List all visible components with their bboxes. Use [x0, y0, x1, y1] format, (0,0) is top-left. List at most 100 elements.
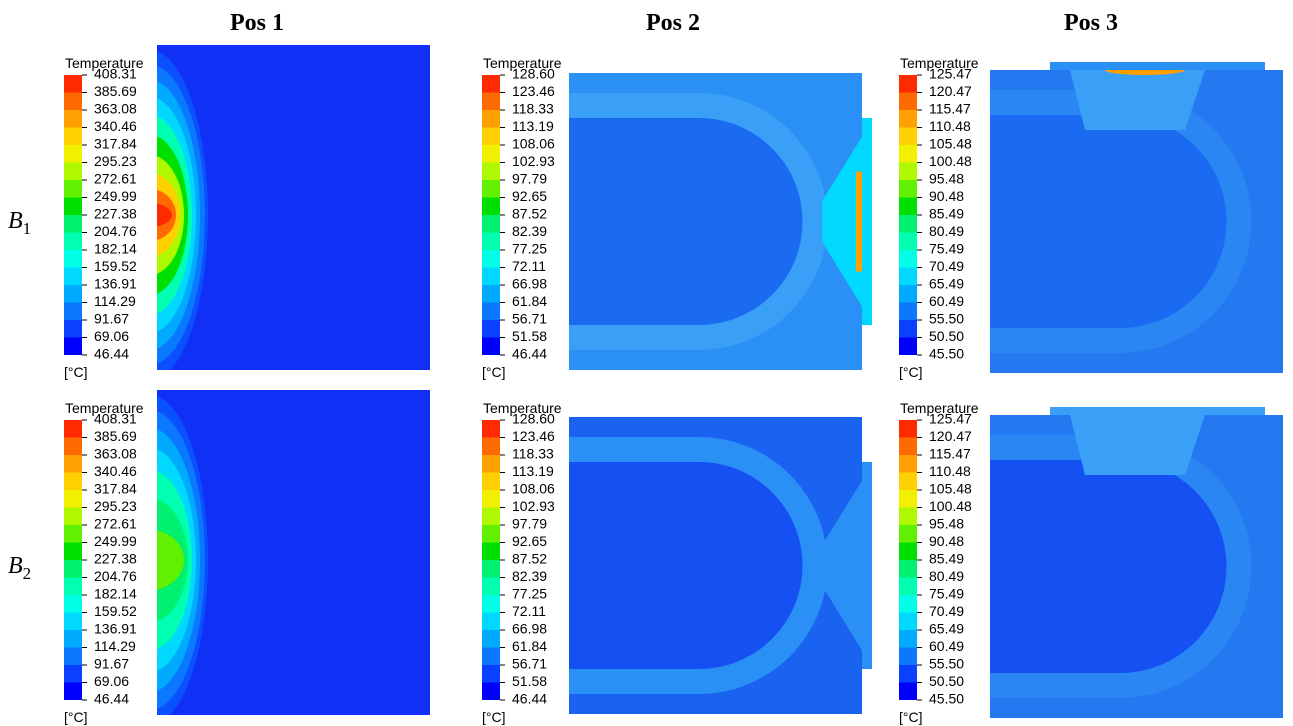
legend-band [899, 665, 917, 683]
legend-band [482, 472, 500, 490]
legend-band [899, 472, 917, 490]
legend-label: 120.47 [929, 428, 972, 444]
legend-band [899, 630, 917, 648]
legend-label: 159.52 [94, 258, 137, 274]
legend-label: 115.47 [929, 446, 971, 462]
legend-label: 249.99 [94, 533, 137, 549]
legend-band [482, 542, 500, 560]
legend-band [482, 682, 500, 700]
legend-label: 87.52 [512, 551, 547, 567]
legend-band [482, 180, 500, 198]
legend-band [64, 162, 82, 180]
legend-label: 227.38 [94, 206, 137, 222]
legend-label: 61.84 [512, 638, 547, 654]
legend-band [64, 525, 82, 543]
legend-label: 120.47 [929, 83, 972, 99]
legend-band [899, 490, 917, 508]
legend-label: 77.25 [512, 241, 547, 257]
legend-label: 46.44 [512, 691, 547, 707]
legend-band [899, 612, 917, 630]
legend-band [899, 250, 917, 268]
legend-band [64, 267, 82, 285]
legend-label: 114.29 [94, 293, 136, 309]
legend-band [482, 437, 500, 455]
legend-band [899, 595, 917, 613]
legend-label: 51.58 [512, 328, 547, 344]
legend-label: 317.84 [94, 481, 137, 497]
legend-band [482, 612, 500, 630]
legend-label: 125.47 [929, 411, 972, 427]
legend-band [482, 560, 500, 578]
legend-label: 95.48 [929, 171, 964, 187]
legend-band [64, 647, 82, 665]
legend-label: 295.23 [94, 498, 137, 514]
legend-band [482, 595, 500, 613]
legend-band [64, 472, 82, 490]
legend-label: 272.61 [94, 171, 137, 187]
legend-band [482, 420, 500, 438]
legend-band [899, 232, 917, 250]
legend-band [482, 320, 500, 338]
legend-label: 408.31 [94, 66, 137, 82]
legend-label: 46.44 [512, 346, 547, 362]
legend-label: 91.67 [94, 311, 129, 327]
legend-band [64, 145, 82, 163]
top-step [1050, 62, 1265, 70]
legend-band [482, 665, 500, 683]
column-header: Pos 3 [1064, 10, 1118, 36]
legend-label: 123.46 [512, 428, 555, 444]
legend-label: 128.60 [512, 411, 555, 427]
legend-band [64, 75, 82, 93]
legend-label: 136.91 [94, 276, 137, 292]
hot-spot [1105, 70, 1185, 75]
legend-band [899, 215, 917, 233]
legend-label: 102.93 [512, 498, 555, 514]
legend-unit: [°C] [482, 709, 506, 725]
legend-label: 123.46 [512, 83, 555, 99]
legend-label: 100.48 [929, 153, 972, 169]
legend-band [64, 110, 82, 128]
contour-plot [569, 73, 862, 370]
legend-band [64, 612, 82, 630]
legend-label: 340.46 [94, 118, 137, 134]
legend-band [64, 320, 82, 338]
legend-band [64, 577, 82, 595]
legend-band [64, 437, 82, 455]
side-step [862, 118, 872, 325]
legend-band [64, 197, 82, 215]
legend-label: 80.49 [929, 223, 964, 239]
legend-label: 70.49 [929, 603, 964, 619]
legend-label: 60.49 [929, 638, 964, 654]
row-label-subscript: 1 [23, 219, 32, 238]
legend-label: 105.48 [929, 136, 972, 152]
legend-band [899, 420, 917, 438]
legend-band [899, 525, 917, 543]
legend-band [482, 490, 500, 508]
legend-band [482, 647, 500, 665]
legend-band [899, 337, 917, 355]
legend-label: 125.47 [929, 66, 972, 82]
legend-label: 363.08 [94, 101, 137, 117]
legend-label: 136.91 [94, 621, 137, 637]
legend-label: 340.46 [94, 463, 137, 479]
legend-band [482, 630, 500, 648]
legend-band [64, 542, 82, 560]
legend-label: 66.98 [512, 276, 547, 292]
legend-label: 118.33 [512, 446, 554, 462]
legend-label: 110.48 [929, 118, 971, 134]
side-step [862, 462, 872, 669]
legend-band [482, 337, 500, 355]
legend-unit: [°C] [64, 709, 88, 725]
legend-band [482, 110, 500, 128]
legend-band [482, 215, 500, 233]
legend-unit: [°C] [899, 364, 923, 380]
legend-band [482, 127, 500, 145]
legend-label: 72.11 [512, 603, 546, 619]
top-wedge [1070, 70, 1205, 130]
legend-band [64, 250, 82, 268]
legend-band [899, 542, 917, 560]
legend-label: 363.08 [94, 446, 137, 462]
legend-band [482, 302, 500, 320]
core-zone [990, 460, 1227, 673]
column-header: Pos 1 [230, 10, 284, 36]
